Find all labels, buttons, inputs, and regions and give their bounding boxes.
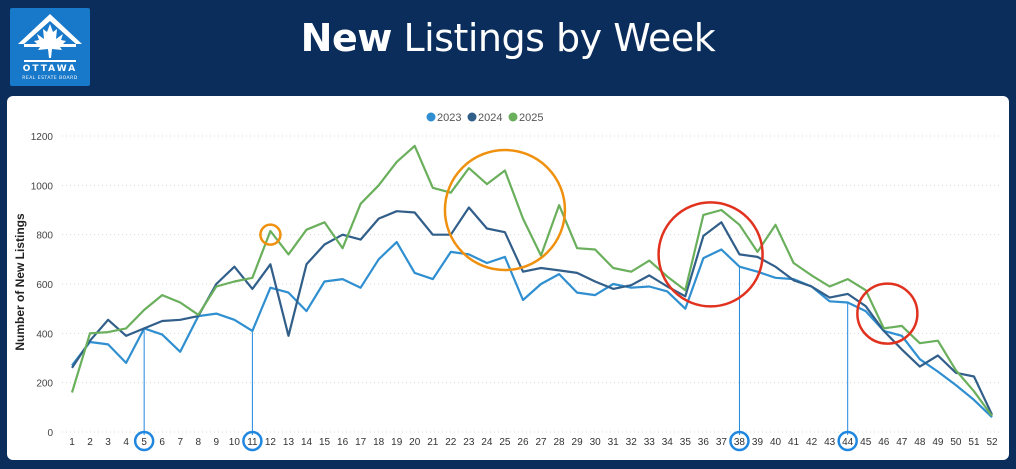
week-marker-circle-44 bbox=[837, 430, 858, 452]
x-tick-label: 50 bbox=[950, 437, 962, 448]
x-tick-label: 5 bbox=[141, 437, 147, 448]
x-tick-label: 32 bbox=[626, 437, 638, 448]
y-tick-label: 1000 bbox=[31, 181, 54, 192]
series-line-2024 bbox=[71, 206, 993, 416]
y-tick-label: 800 bbox=[36, 231, 53, 242]
x-tick-label: 12 bbox=[265, 437, 277, 448]
legend-label-2024: 2024 bbox=[478, 112, 502, 124]
legend: 2023 2024 2025 bbox=[426, 112, 543, 124]
x-tick-label: 3 bbox=[105, 437, 111, 448]
week-marker-circle-5 bbox=[133, 430, 155, 452]
x-tick-label: 41 bbox=[788, 437, 800, 448]
annotation-circle-red-2 bbox=[856, 282, 919, 345]
x-tick-label: 4 bbox=[123, 437, 129, 448]
x-tick-label: 51 bbox=[968, 437, 980, 448]
x-tick-label: 20 bbox=[409, 437, 421, 448]
x-tick-label: 17 bbox=[355, 437, 367, 448]
x-tick-label: 13 bbox=[283, 437, 295, 448]
series-lines bbox=[70, 144, 993, 418]
y-axis-label: Number of New Listings bbox=[13, 213, 27, 351]
x-tick-label: 26 bbox=[517, 437, 529, 448]
x-tick-label: 7 bbox=[177, 437, 183, 448]
maple-leaf-house-icon bbox=[18, 14, 82, 62]
x-axis-ticks: 1 2 3 4 5 6 7 8 9 10 11 12 13 14 15 16 17 18 19 20 21 22 23 24 2… bbox=[69, 437, 998, 448]
highlighted-week-markers bbox=[133, 430, 858, 452]
logo-subtitle: REAL ESTATE BOARD bbox=[22, 76, 78, 81]
annotation-circle-small-orange bbox=[259, 223, 282, 246]
y-axis-ticks: 0 200 400 600 800 1000 1200 bbox=[31, 132, 54, 439]
legend-marker-2023 bbox=[426, 112, 436, 122]
legend-label-2023: 2023 bbox=[437, 112, 461, 124]
x-tick-label: 14 bbox=[301, 437, 313, 448]
x-tick-label: 1 bbox=[69, 437, 75, 448]
x-tick-label: 40 bbox=[770, 437, 782, 448]
x-tick-label: 37 bbox=[716, 437, 728, 448]
x-tick-label: 18 bbox=[373, 437, 385, 448]
x-tick-label: 6 bbox=[159, 437, 165, 448]
y-tick-label: 1200 bbox=[31, 132, 54, 143]
x-tick-label: 46 bbox=[878, 437, 890, 448]
legend-marker-2024 bbox=[467, 112, 477, 122]
highlight-vertical-lines bbox=[143, 266, 849, 435]
x-tick-label: 9 bbox=[214, 437, 220, 448]
x-tick-label: 44 bbox=[842, 437, 854, 448]
x-tick-label: 49 bbox=[932, 437, 944, 448]
y-tick-label: 600 bbox=[36, 280, 53, 291]
series-line-2025 bbox=[70, 144, 993, 417]
annotation-circle-red-1 bbox=[657, 201, 764, 308]
ottawa-real-estate-board-logo bbox=[10, 8, 90, 86]
chart-panel: 0 200 400 600 800 1000 1200 1 2 3 4 5 6 7 8 9 10 11 12 13 1… bbox=[7, 96, 1009, 460]
x-tick-label: 31 bbox=[608, 437, 620, 448]
gridlines bbox=[62, 135, 1002, 433]
title-rest: Listings by Week bbox=[403, 16, 716, 60]
x-tick-label: 21 bbox=[427, 437, 439, 448]
legend-label-2025: 2025 bbox=[519, 112, 543, 124]
x-tick-label: 42 bbox=[806, 437, 818, 448]
x-tick-label: 29 bbox=[572, 437, 584, 448]
x-tick-label: 38 bbox=[734, 437, 746, 448]
y-tick-label: 0 bbox=[47, 428, 53, 439]
x-tick-label: 52 bbox=[986, 437, 998, 448]
x-tick-label: 35 bbox=[680, 437, 692, 448]
x-tick-label: 43 bbox=[824, 437, 836, 448]
x-tick-label: 2 bbox=[87, 437, 93, 448]
x-tick-label: 48 bbox=[914, 437, 926, 448]
x-tick-label: 47 bbox=[896, 437, 908, 448]
x-tick-label: 45 bbox=[860, 437, 872, 448]
x-tick-label: 16 bbox=[337, 437, 349, 448]
x-tick-label: 39 bbox=[752, 437, 764, 448]
title-bold-word: New bbox=[300, 16, 393, 60]
week-marker-circle-38 bbox=[729, 430, 750, 452]
legend-marker-2025 bbox=[508, 112, 518, 122]
x-tick-label: 19 bbox=[391, 437, 403, 448]
annotation-circles bbox=[259, 148, 919, 345]
x-tick-label: 11 bbox=[247, 437, 258, 448]
x-tick-label: 8 bbox=[195, 437, 201, 448]
x-tick-label: 28 bbox=[553, 437, 565, 448]
logo-wordmark: OTTAWA bbox=[22, 64, 78, 74]
week-marker-circle-11 bbox=[242, 430, 263, 452]
x-tick-label: 33 bbox=[644, 437, 656, 448]
x-tick-label: 23 bbox=[463, 437, 475, 448]
y-tick-label: 400 bbox=[36, 329, 53, 340]
x-tick-label: 22 bbox=[445, 437, 457, 448]
series-line-2023 bbox=[71, 241, 993, 418]
x-tick-label: 15 bbox=[319, 437, 331, 448]
annotation-circle-large-orange bbox=[443, 148, 567, 272]
y-tick-label: 200 bbox=[36, 379, 53, 390]
x-tick-label: 10 bbox=[229, 437, 241, 448]
x-tick-label: 34 bbox=[662, 437, 674, 448]
x-tick-label: 27 bbox=[535, 437, 547, 448]
x-tick-label: 24 bbox=[481, 437, 493, 448]
x-tick-label: 25 bbox=[499, 437, 511, 448]
page-title: New Listings by Week bbox=[0, 16, 1016, 60]
x-tick-label: 36 bbox=[698, 437, 710, 448]
x-tick-label: 30 bbox=[590, 437, 602, 448]
